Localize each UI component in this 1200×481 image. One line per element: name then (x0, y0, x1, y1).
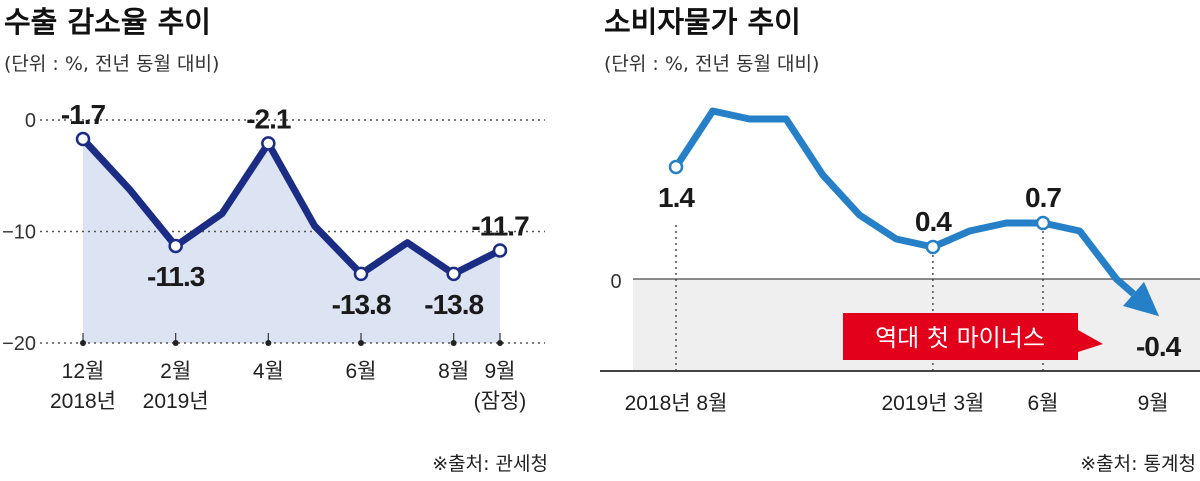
x-tick-label: 9월 (485, 360, 516, 383)
x-tick-label: 2019년 (143, 390, 209, 413)
x-tick-label: 4월 (253, 360, 284, 383)
x-tick-label: 9월 (1138, 392, 1169, 415)
x-tick-dot (497, 340, 503, 346)
chart-title: 수출 감소율 추이 (4, 5, 211, 39)
data-point (446, 266, 461, 282)
data-point (168, 238, 183, 254)
x-tick-label: 2018년 8월 (625, 392, 728, 415)
data-point (1035, 215, 1051, 231)
data-point (75, 131, 91, 147)
series-line (673, 107, 1136, 297)
data-label: -11.3 (147, 261, 205, 292)
x-tick-label: 2018년 (50, 390, 116, 413)
annotation-label: 역대 첫 마이너스 (875, 324, 1045, 352)
y-tick-label: −20 (2, 333, 36, 355)
data-label: 0.7 (1025, 182, 1061, 213)
x-tick-label: 2019년 3월 (881, 392, 984, 415)
x-tick-label: (잠정) (474, 390, 527, 413)
y-tick-label: 0 (610, 271, 621, 293)
annotation-pointer-icon (1078, 330, 1103, 352)
annotation-box (843, 313, 1078, 360)
y-tick-label: 0 (25, 110, 36, 132)
x-tick-label: 8월 (438, 360, 469, 383)
arrow-head-icon (1122, 281, 1160, 317)
chart-subtitle: (단위 : %, 전년 동월 대비) (4, 53, 219, 75)
x-tick-label: 12월 (62, 360, 105, 383)
data-label: -11.7 (471, 210, 529, 241)
series-line (80, 136, 502, 278)
data-point (925, 239, 941, 255)
source-note: ※출처: 통계청 (1080, 453, 1196, 475)
chart-title: 소비자물가 추이 (604, 5, 801, 39)
x-tick-dot (450, 340, 457, 346)
source-note: ※출처: 관세청 (432, 453, 548, 475)
data-point (261, 136, 276, 151)
data-label: -1.7 (61, 99, 106, 130)
data-point (492, 243, 508, 258)
data-point (668, 159, 684, 175)
data-label: -13.8 (332, 289, 391, 320)
y-tick-label: −10 (2, 222, 36, 244)
x-tick-label: 2월 (160, 360, 191, 383)
data-point (353, 266, 369, 282)
x-tick-label: 6월 (346, 360, 377, 383)
chart-subtitle: (단위 : %, 전년 동월 대비) (604, 53, 819, 75)
data-label: 1.4 (658, 182, 695, 213)
x-tick-dot (80, 340, 86, 346)
x-tick-dot (265, 340, 272, 346)
data-label: -13.8 (424, 289, 483, 320)
x-tick-label: 6월 (1028, 392, 1059, 415)
x-tick-dot (358, 340, 364, 346)
data-label: -0.4 (1136, 331, 1182, 362)
data-label: -2.1 (246, 103, 291, 134)
data-label: 0.4 (915, 206, 952, 237)
x-tick-dot (172, 340, 179, 346)
area-fill (83, 138, 500, 343)
